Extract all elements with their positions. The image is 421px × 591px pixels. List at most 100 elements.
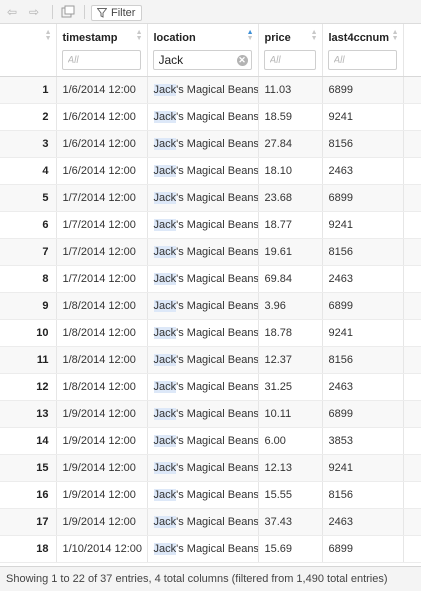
cell-price: 19.61 [258,238,323,266]
cell-location: Jack's Magical Beans [147,346,259,374]
row-number: 14 [0,427,57,455]
row-number: 5 [0,184,57,212]
row-number: 18 [0,535,57,563]
search-highlight: Jack [153,489,177,501]
table-row[interactable]: 4 1/6/2014 12:00 Jack's Magical Beans 18.10… [0,157,421,185]
cell-price: 27.84 [258,130,323,158]
table-row[interactable]: 2 1/6/2014 12:00 Jack's Magical Beans 18.59… [0,103,421,131]
search-highlight: Jack [153,246,177,258]
row-spacer [403,76,421,104]
row-spacer [403,211,421,239]
cell-location: Jack's Magical Beans [147,427,259,455]
arrow-left-icon[interactable]: ⇦ [6,5,18,19]
cell-location: Jack's Magical Beans [147,238,259,266]
clear-filter-icon[interactable]: ✕ [236,55,248,66]
cell-location: Jack's Magical Beans [147,481,259,509]
search-highlight: Jack [153,462,177,474]
row-number: 8 [0,265,57,293]
cell-price: 18.59 [258,103,323,131]
sort-icon: ▲ ▼ [135,29,143,42]
cell-price: 31.25 [258,373,323,401]
cell-timestamp: 1/6/2014 12:00 [56,157,148,185]
cell-timestamp: 1/7/2014 12:00 [56,211,148,239]
row-spacer [403,535,421,563]
table-row[interactable]: 9 1/8/2014 12:00 Jack's Magical Beans 3.96 6… [0,292,421,320]
search-highlight: Jack [153,273,177,285]
cell-last4ccnum: 6899 [322,292,404,320]
header-timestamp[interactable]: timestamp ▲ ▼ [56,24,148,77]
arrow-right-icon[interactable]: ⇨ [28,5,40,19]
cell-last4ccnum: 2463 [322,265,404,293]
header-rownum[interactable]: ▲ ▼ [0,24,57,77]
cell-last4ccnum: 8156 [322,346,404,374]
cell-last4ccnum: 2463 [322,157,404,185]
table-row[interactable]: 8 1/7/2014 12:00 Jack's Magical Beans 69.84… [0,265,421,293]
table-row[interactable]: 18 1/10/2014 12:00 Jack's Magical Beans 15.… [0,535,421,563]
cell-location-rest: 's Magical Beans [176,84,258,96]
table-row[interactable]: 16 1/9/2014 12:00 Jack's Magical Beans 15.5… [0,481,421,509]
cell-last4ccnum: 3853 [322,427,404,455]
cell-price: 6.00 [258,427,323,455]
row-spacer [403,157,421,185]
cell-location-rest: 's Magical Beans [176,435,258,447]
cell-location: Jack's Magical Beans [147,76,259,104]
table-row[interactable]: 15 1/9/2014 12:00 Jack's Magical Beans 12.1… [0,454,421,482]
row-number: 1 [0,76,57,104]
table-row[interactable]: 14 1/9/2014 12:00 Jack's Magical Beans 6.00… [0,427,421,455]
cell-timestamp: 1/8/2014 12:00 [56,319,148,347]
table-row[interactable]: 1 1/6/2014 12:00 Jack's Magical Beans 11.03… [0,76,421,104]
cell-price: 12.37 [258,346,323,374]
cell-location-rest: 's Magical Beans [176,489,258,501]
filter-input-timestamp[interactable] [61,50,141,70]
row-spacer [403,481,421,509]
funnel-icon [97,8,107,18]
cell-price: 10.11 [258,400,323,428]
header-row: ▲▼ timestamp ▲▼ location ▲▼ ✕ price ▲▼ [0,24,421,77]
toolbar-divider [52,5,53,19]
cell-location-rest: 's Magical Beans [176,543,258,555]
data-table: ▲▼ timestamp ▲▼ location ▲▼ ✕ price ▲▼ [0,24,421,563]
table-row[interactable]: 13 1/9/2014 12:00 Jack's Magical Beans 10.1… [0,400,421,428]
row-spacer [403,265,421,293]
search-highlight: Jack [153,543,177,555]
filter-button[interactable]: Filter [91,5,143,21]
row-spacer [403,130,421,158]
column-label-timestamp: timestamp [62,32,118,44]
popout-window-icon[interactable] [60,5,76,19]
header-last4ccnum[interactable]: last4ccnum ▲ ▼ [322,24,404,77]
header-spacer [403,24,421,77]
cell-last4ccnum: 6899 [322,400,404,428]
table-row[interactable]: 7 1/7/2014 12:00 Jack's Magical Beans 19.61… [0,238,421,266]
search-highlight: Jack [153,300,177,312]
cell-last4ccnum: 9241 [322,211,404,239]
filter-input-last4ccnum[interactable] [327,50,397,70]
search-highlight: Jack [153,111,177,123]
table-row[interactable]: 11 1/8/2014 12:00 Jack's Magical Beans 12.3… [0,346,421,374]
table-row[interactable]: 17 1/9/2014 12:00 Jack's Magical Beans 37.4… [0,508,421,536]
cell-location-rest: 's Magical Beans [176,516,258,528]
cell-price: 18.78 [258,319,323,347]
row-number: 9 [0,292,57,320]
search-highlight: Jack [153,408,177,420]
table-row[interactable]: 3 1/6/2014 12:00 Jack's Magical Beans 27.84… [0,130,421,158]
filter-input-price[interactable] [263,50,316,70]
cell-timestamp: 1/8/2014 12:00 [56,373,148,401]
cell-timestamp: 1/9/2014 12:00 [56,481,148,509]
cell-last4ccnum: 2463 [322,508,404,536]
row-number: 7 [0,238,57,266]
header-location[interactable]: location ▲▼ ✕ [147,24,259,77]
table-row[interactable]: 12 1/8/2014 12:00 Jack's Magical Beans 31.2… [0,373,421,401]
cell-location: Jack's Magical Beans [147,184,259,212]
search-highlight: Jack [153,219,177,231]
cell-timestamp: 1/10/2014 12:00 [56,535,148,563]
filter-input-location[interactable] [152,50,252,70]
table-row[interactable]: 6 1/7/2014 12:00 Jack's Magical Beans 18.77… [0,211,421,239]
header-price[interactable]: price ▲ ▼ [258,24,323,77]
data-grid[interactable]: ▲▼ timestamp ▲▼ location ▲▼ ✕ price ▲▼ [0,24,421,566]
cell-location: Jack's Magical Beans [147,265,259,293]
table-row[interactable]: 5 1/7/2014 12:00 Jack's Magical Beans 23.68… [0,184,421,212]
table-row[interactable]: 10 1/8/2014 12:00 Jack's Magical Beans 18.7… [0,319,421,347]
cell-location-rest: 's Magical Beans [176,246,258,258]
row-spacer [403,427,421,455]
cell-location-rest: 's Magical Beans [176,192,258,204]
